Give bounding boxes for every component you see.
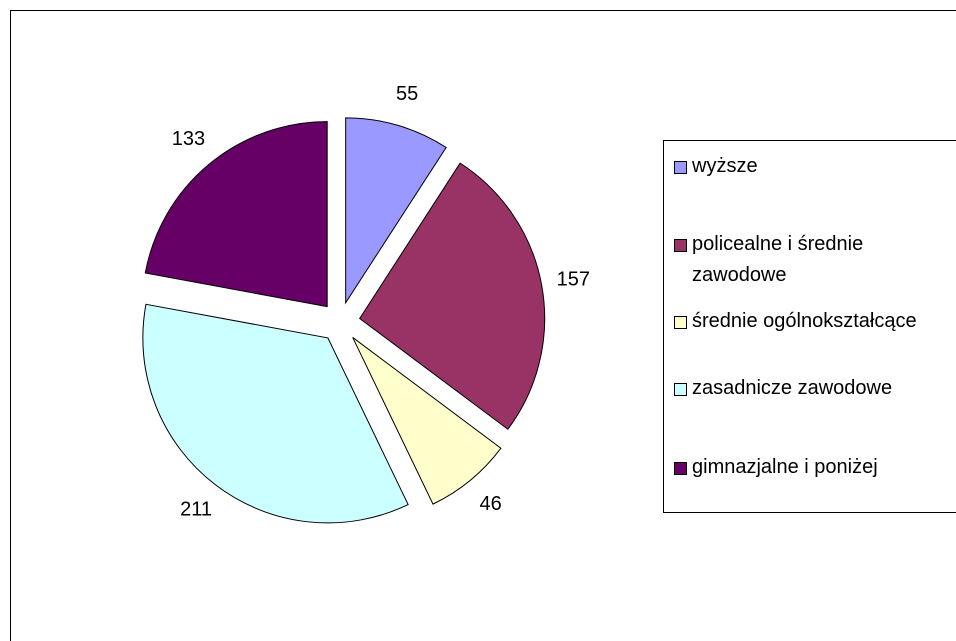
legend-item: średnie ogólnokształcące	[674, 306, 949, 337]
legend-item: wyższe	[674, 151, 949, 182]
legend-swatch	[674, 161, 687, 174]
legend-label: średnie ogólnokształcące	[692, 310, 917, 332]
chart-area	[10, 10, 956, 641]
pie-slice	[144, 121, 328, 308]
legend-label: gimnazjalne i poniżej	[692, 456, 878, 478]
pie-slice	[359, 162, 546, 430]
legend-label: policealne i średnie zawodowe	[692, 233, 864, 286]
pie-slice	[142, 303, 409, 524]
legend-label: zasadnicze zawodowe	[692, 377, 893, 399]
legend-label: wyższe	[692, 155, 758, 177]
legend-item: gimnazjalne i poniżej	[674, 452, 949, 483]
legend-swatch	[674, 462, 687, 475]
data-label: 133	[172, 128, 205, 150]
legend-swatch	[674, 383, 687, 396]
data-label: 157	[557, 268, 590, 290]
pie-slice	[345, 117, 447, 305]
data-label: 211	[180, 499, 212, 521]
legend-swatch	[674, 316, 687, 329]
data-label: 46	[480, 493, 502, 515]
legend: wyższe policealne i średnie zawodowe średn…	[663, 140, 956, 513]
pie-slice	[352, 337, 502, 505]
legend-swatch	[674, 239, 687, 252]
legend-item: policealne i średnie zawodowe	[674, 229, 949, 291]
data-label: 55	[396, 83, 418, 105]
legend-item: zasadnicze zawodowe	[674, 373, 949, 404]
